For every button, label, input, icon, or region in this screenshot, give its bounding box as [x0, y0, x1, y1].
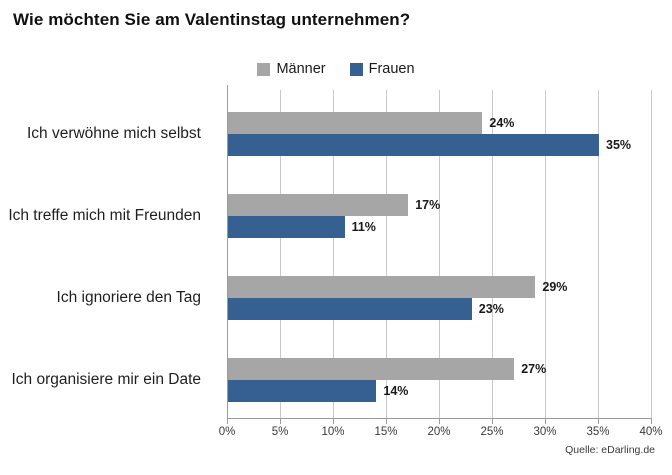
bar-männer-2 — [228, 276, 536, 298]
bar-frauen-2 — [228, 298, 472, 320]
x-tick-label-5: 5% — [271, 426, 289, 438]
x-tick-label-30: 30% — [533, 426, 557, 438]
legend-item-maenner: Männer — [257, 61, 326, 77]
category-label: Ich ignoriere den Tag — [56, 289, 201, 306]
bar-value-label: 11% — [351, 220, 376, 234]
bar-value-label: 17% — [415, 198, 441, 212]
x-tick-label-35: 35% — [586, 426, 610, 438]
bar-value-label: 23% — [478, 302, 504, 316]
bar-frauen-3 — [228, 380, 377, 402]
legend-label-frauen: Frauen — [368, 61, 415, 77]
chart-legend: Männer Frauen — [0, 61, 672, 77]
x-tick-25 — [492, 418, 493, 424]
gridline-25 — [492, 90, 493, 418]
x-tick-label-40: 40% — [639, 426, 663, 438]
gridline-10 — [333, 90, 334, 418]
x-tick-label-20: 20% — [427, 426, 451, 438]
x-tick-30 — [545, 418, 546, 424]
source-credit: Quelle: eDarling.de — [565, 444, 655, 456]
bar-value-label: 35% — [606, 138, 632, 152]
x-tick-label-0: 0% — [218, 426, 236, 438]
legend-label-maenner: Männer — [276, 61, 326, 77]
bar-value-label: 14% — [383, 384, 409, 398]
bar-männer-0 — [228, 112, 483, 134]
legend-item-frauen: Frauen — [349, 61, 415, 77]
x-tick-35 — [598, 418, 599, 424]
x-tick-0 — [227, 418, 228, 424]
bar-frauen-0 — [228, 134, 599, 156]
gridline-20 — [439, 90, 440, 418]
chart-title: Wie möchten Sie am Valentinstag unterneh… — [13, 10, 411, 29]
x-tick-15 — [386, 418, 387, 424]
x-tick-40 — [651, 418, 652, 424]
x-tick-label-25: 25% — [480, 426, 504, 438]
category-label: Ich verwöhne mich selbst — [26, 125, 201, 142]
category-label: Ich organisiere mir ein Date — [11, 371, 201, 388]
x-tick-10 — [333, 418, 334, 424]
bar-value-label: 24% — [489, 116, 515, 130]
gridline-35 — [598, 90, 599, 418]
bar-männer-3 — [228, 358, 515, 380]
legend-swatch-maenner-icon — [257, 62, 271, 76]
gridline-5 — [280, 90, 281, 418]
value-axis-line — [227, 85, 228, 424]
gridline-40 — [651, 90, 652, 418]
x-tick-label-10: 10% — [321, 426, 345, 438]
gridline-30 — [545, 90, 546, 418]
gridline-15 — [386, 90, 387, 418]
legend-swatch-frauen-icon — [349, 62, 363, 76]
bar-value-label: 27% — [521, 362, 547, 376]
x-tick-5 — [280, 418, 281, 424]
bar-frauen-1 — [228, 216, 345, 238]
bar-männer-1 — [228, 194, 409, 216]
bar-value-label: 29% — [542, 280, 568, 294]
x-tick-20 — [439, 418, 440, 424]
category-label: Ich treffe mich mit Freunden — [8, 207, 201, 224]
x-tick-label-15: 15% — [374, 426, 398, 438]
